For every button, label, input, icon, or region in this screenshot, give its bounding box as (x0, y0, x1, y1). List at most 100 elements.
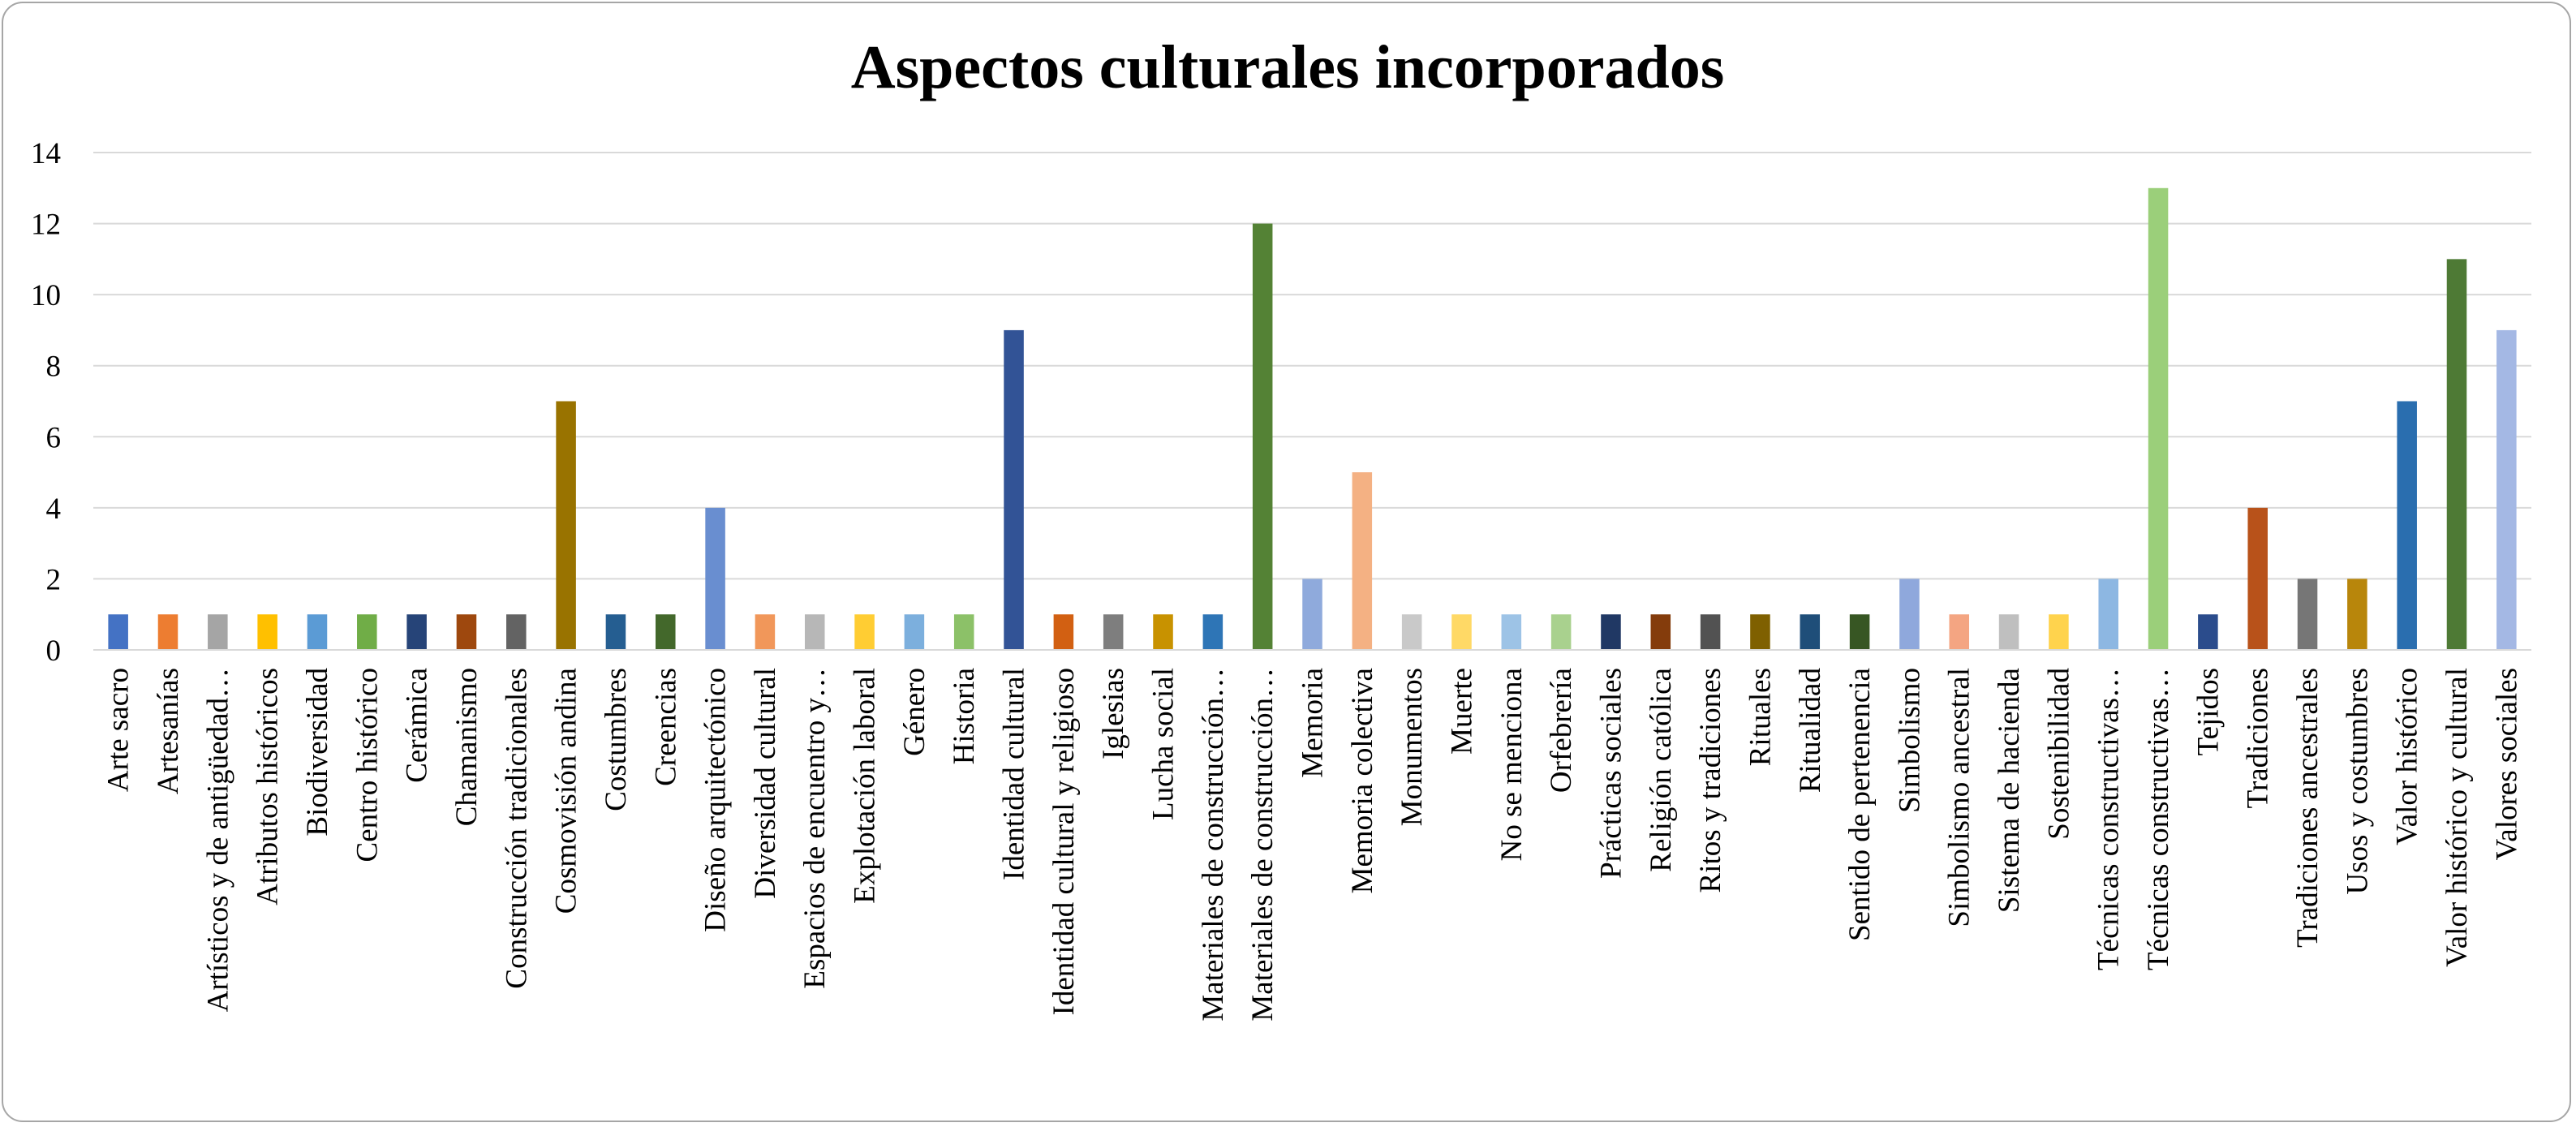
bar (357, 614, 377, 650)
x-axis-category-labels: Arte sacro Artesanías Artísticos y de anti… (102, 668, 2524, 1022)
bar (705, 507, 725, 650)
bar (1004, 329, 1024, 650)
x-category-label: Artísticos y de antigüedad… (201, 668, 234, 1012)
bar (1998, 614, 2019, 650)
x-category-label: Monumentos (1396, 668, 1429, 826)
x-category-label: Identidad cultural (998, 668, 1031, 880)
x-category-label: Técnicas constructivas… (2092, 668, 2126, 970)
x-category-label: Centro histórico (350, 668, 384, 862)
x-category-label: Cosmovisión andina (550, 668, 583, 914)
bar (1899, 579, 1920, 650)
bar (307, 614, 328, 650)
bar (1949, 614, 1970, 650)
x-category-label: Simbolismo ancestral (1943, 668, 1976, 927)
bar (1451, 614, 1472, 650)
bar (1700, 614, 1721, 650)
y-tick-label: 6 (46, 421, 62, 454)
y-axis-tick-labels: 0 2 4 6 8 10 12 14 (31, 137, 61, 668)
bar (2247, 507, 2268, 650)
bar (1302, 579, 1322, 650)
bar (1750, 614, 1770, 650)
x-category-label: Chamanismo (450, 668, 484, 826)
y-tick-label: 4 (46, 493, 62, 526)
bar (2297, 579, 2318, 650)
x-category-label: Atributos históricos (252, 668, 285, 905)
x-category-label: Religión católica (1645, 668, 1678, 872)
bar (1501, 614, 1522, 650)
x-category-label: Iglesias (1097, 668, 1130, 759)
x-category-label: Tradiciones (2242, 668, 2275, 808)
bar (2397, 401, 2417, 650)
x-category-label: Ritos y tradiciones (1694, 668, 1727, 893)
bar (2496, 329, 2517, 650)
x-category-label: No se menciona (1495, 668, 1529, 861)
x-category-label: Lucha social (1147, 668, 1180, 820)
x-category-label: Artesanías (152, 668, 185, 794)
bar (108, 614, 128, 650)
bar (1601, 614, 1621, 650)
y-tick-label: 8 (46, 351, 62, 384)
y-tick-label: 12 (31, 209, 61, 242)
x-category-label: Orfebrería (1545, 668, 1578, 793)
x-category-label: Sostenibilidad (2042, 668, 2075, 840)
x-category-label: Biodiversidad (301, 668, 334, 837)
chart-title: Aspectos culturales incorporados (851, 33, 1725, 101)
x-category-label: Valor histórico (2391, 668, 2424, 845)
bar (755, 614, 776, 650)
x-category-label: Construcción tradicionales (500, 668, 533, 989)
x-category-label: Explotación laboral (849, 668, 882, 904)
bar (2347, 579, 2367, 650)
bar (2446, 259, 2467, 650)
bar (1053, 614, 1074, 650)
bar (2198, 614, 2218, 650)
x-category-label: Género (898, 668, 931, 756)
x-category-label: Valor histórico y cultural (2441, 668, 2474, 967)
bar (605, 614, 626, 650)
x-category-label: Arte sacro (102, 668, 135, 792)
x-category-label: Identidad cultural y religioso (1047, 668, 1081, 1015)
bar (1401, 614, 1422, 650)
x-category-label: Espacios de encuentro y… (798, 668, 832, 989)
bar (257, 614, 277, 650)
bar (2148, 187, 2169, 651)
bar (1202, 614, 1223, 650)
bar (1550, 614, 1572, 650)
bar (2098, 579, 2118, 650)
bar (1650, 614, 1671, 650)
x-category-label: Creencias (649, 668, 682, 786)
x-category-label: Diversidad cultural (749, 668, 782, 899)
x-category-label: Memoria colectiva (1346, 668, 1379, 893)
x-category-label: Cerámica (401, 668, 434, 783)
bar (2049, 614, 2069, 650)
y-tick-label: 14 (31, 137, 61, 170)
x-category-label: Muerte (1445, 668, 1478, 755)
y-tick-label: 0 (46, 634, 62, 668)
x-category-label: Valores sociales (2490, 668, 2523, 860)
bar (1849, 614, 1870, 650)
bars (108, 187, 2517, 651)
bar (1103, 614, 1124, 650)
x-category-label: Técnicas constructivas… (2142, 668, 2175, 970)
x-category-label: Sentido de pertenencia (1843, 668, 1877, 941)
x-category-label: Usos y costumbres (2341, 668, 2374, 895)
bar (1252, 223, 1273, 651)
bar (854, 614, 875, 650)
x-category-label: Historia (948, 668, 981, 764)
bar (208, 614, 228, 650)
bar (157, 614, 178, 650)
x-category-label: Sistema de hacienda (1993, 668, 2026, 913)
x-category-label: Materiales de construcción… (1197, 668, 1230, 1022)
y-tick-label: 2 (46, 563, 62, 596)
y-tick-label: 10 (31, 279, 61, 312)
gridlines (93, 152, 2531, 580)
bar (456, 614, 477, 650)
x-category-label: Rituales (1744, 668, 1777, 766)
bar (953, 614, 974, 650)
bar (1800, 614, 1821, 650)
x-category-label: Diseño arquitectónico (699, 668, 733, 932)
bar (904, 614, 925, 650)
x-category-label: Tejidos (2191, 668, 2225, 755)
bar (1352, 472, 1373, 650)
